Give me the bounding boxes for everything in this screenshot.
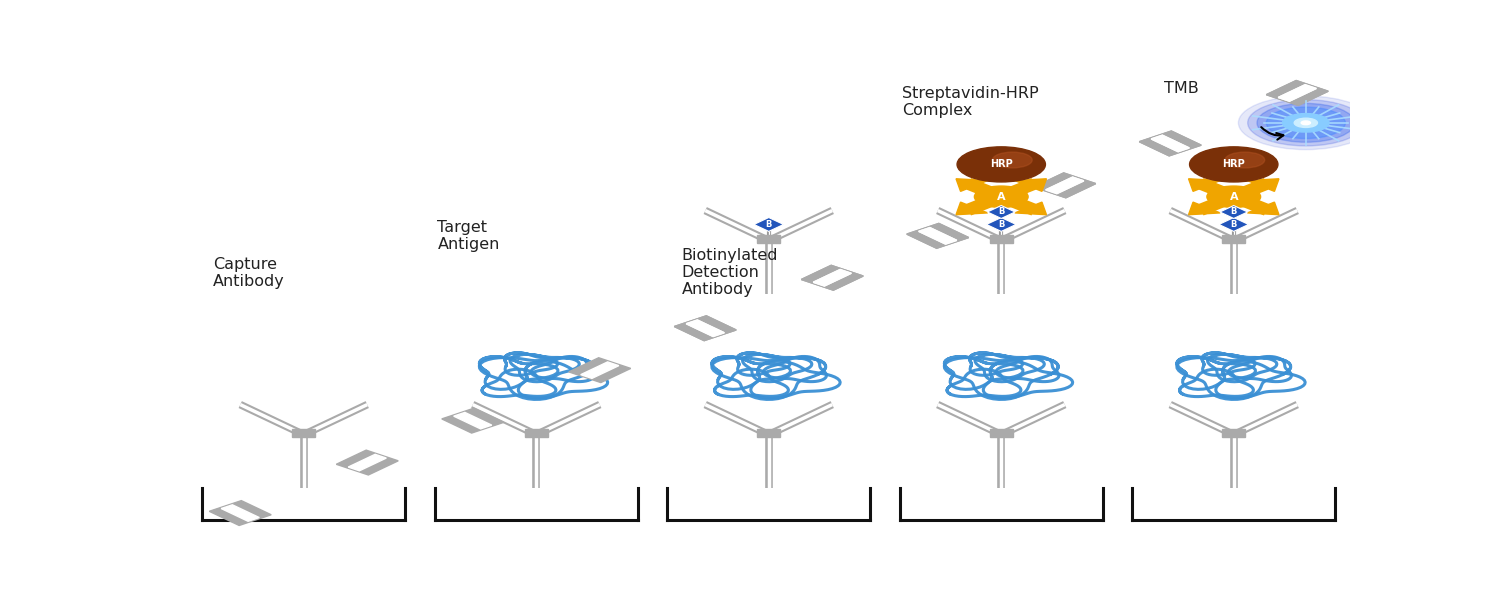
Polygon shape [1266, 80, 1328, 106]
Text: B: B [765, 220, 772, 229]
Polygon shape [918, 227, 957, 244]
Polygon shape [1278, 85, 1317, 101]
Text: TMB: TMB [1164, 81, 1198, 96]
Polygon shape [1248, 179, 1280, 191]
Text: HRP: HRP [1222, 160, 1245, 169]
Polygon shape [210, 500, 272, 526]
Polygon shape [813, 269, 852, 286]
Polygon shape [348, 454, 387, 471]
FancyBboxPatch shape [525, 429, 548, 437]
Polygon shape [801, 265, 862, 290]
Polygon shape [1140, 131, 1202, 156]
Circle shape [975, 186, 1028, 208]
Polygon shape [918, 227, 957, 244]
Polygon shape [686, 320, 724, 337]
Circle shape [993, 152, 1032, 168]
FancyBboxPatch shape [1222, 235, 1245, 243]
Circle shape [957, 147, 1046, 182]
Polygon shape [336, 450, 398, 475]
Polygon shape [1150, 135, 1190, 152]
Polygon shape [686, 320, 724, 337]
Polygon shape [568, 358, 630, 383]
Polygon shape [1266, 80, 1328, 106]
Text: B: B [1230, 208, 1238, 217]
Polygon shape [987, 206, 1016, 218]
Circle shape [1208, 186, 1260, 208]
Polygon shape [453, 412, 492, 429]
FancyBboxPatch shape [990, 235, 1012, 243]
Text: Streptavidin-HRP
Complex: Streptavidin-HRP Complex [903, 86, 1040, 118]
Polygon shape [801, 265, 862, 290]
Polygon shape [220, 505, 260, 521]
Polygon shape [956, 202, 987, 215]
Circle shape [1239, 96, 1374, 149]
Polygon shape [1046, 177, 1084, 194]
Polygon shape [908, 223, 969, 248]
FancyBboxPatch shape [1222, 429, 1245, 437]
Polygon shape [1278, 85, 1317, 101]
Polygon shape [1046, 177, 1084, 194]
Polygon shape [1220, 206, 1248, 218]
Polygon shape [1150, 135, 1190, 152]
Polygon shape [1034, 173, 1095, 198]
FancyBboxPatch shape [758, 235, 780, 243]
Polygon shape [1034, 173, 1095, 198]
Text: HRP: HRP [990, 160, 1012, 169]
Text: Capture
Antibody: Capture Antibody [213, 257, 285, 289]
Circle shape [1226, 152, 1264, 168]
FancyBboxPatch shape [292, 429, 315, 437]
Polygon shape [1188, 179, 1219, 191]
Circle shape [1282, 113, 1329, 132]
Circle shape [1257, 103, 1354, 142]
Circle shape [1190, 147, 1278, 182]
Circle shape [1300, 121, 1311, 125]
Polygon shape [675, 316, 736, 341]
Polygon shape [754, 218, 783, 232]
Text: Target
Antigen: Target Antigen [438, 220, 500, 252]
Text: B: B [998, 220, 1005, 229]
Text: B: B [1230, 220, 1238, 229]
Polygon shape [987, 218, 1016, 232]
Polygon shape [1188, 202, 1219, 215]
Polygon shape [1016, 179, 1047, 191]
Circle shape [1266, 107, 1346, 139]
Polygon shape [675, 316, 736, 341]
Text: Biotinylated
Detection
Antibody: Biotinylated Detection Antibody [681, 248, 778, 298]
Polygon shape [813, 269, 852, 286]
Text: A: A [998, 192, 1005, 202]
Polygon shape [580, 362, 620, 379]
Polygon shape [1220, 218, 1248, 232]
Polygon shape [442, 408, 504, 433]
Text: B: B [998, 208, 1005, 217]
FancyBboxPatch shape [758, 429, 780, 437]
Polygon shape [1140, 131, 1202, 156]
Polygon shape [1248, 202, 1280, 215]
FancyBboxPatch shape [990, 429, 1012, 437]
Text: A: A [1230, 192, 1238, 202]
Circle shape [1294, 118, 1317, 127]
Polygon shape [908, 223, 969, 248]
Circle shape [1248, 100, 1364, 146]
Polygon shape [956, 179, 987, 191]
Polygon shape [1016, 202, 1047, 215]
